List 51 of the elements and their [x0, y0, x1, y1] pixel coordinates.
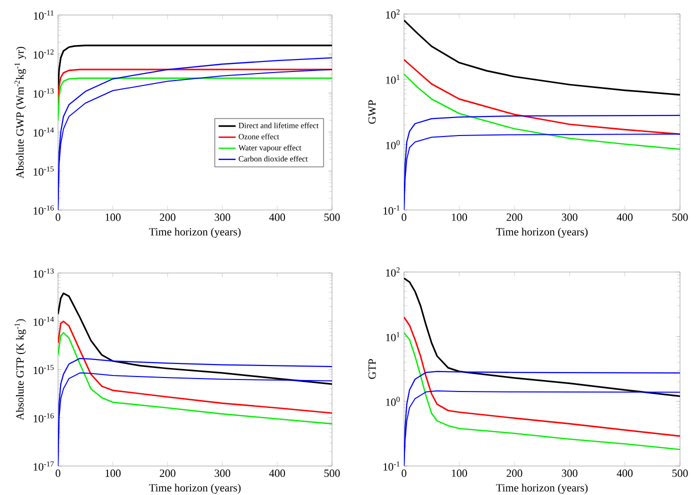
y-tick-label: 10$^{2}$ [386, 9, 400, 19]
x-tick-label: 500 [324, 470, 340, 477]
x-tick-label: 300 [214, 214, 230, 221]
y-tick-label: 10$^{-1}$ [384, 205, 400, 215]
y-axis-title: Absolute GWP (Wm$^{-2}$kg$^{-1}$ yr) [14, 46, 26, 178]
x-axis-title: Time horizon (years) [496, 484, 588, 494]
x-tick-label: 100 [452, 214, 468, 221]
x-tick-label: 500 [672, 214, 688, 221]
y-tick-label: 10$^{2}$ [386, 267, 400, 277]
y-tick-label: 10$^{1}$ [386, 74, 400, 84]
x-tick-label: 200 [160, 470, 176, 477]
y-axis-title: GTP [368, 359, 376, 379]
x-tick-label: 100 [106, 214, 121, 221]
x-tick-label: 0 [56, 470, 60, 477]
x-tick-label: 200 [160, 214, 176, 221]
x-tick-label: 200 [506, 214, 522, 221]
x-tick-label: 300 [214, 470, 230, 477]
x-tick-label: 100 [452, 470, 468, 477]
y-tick-label: 10$^{-12}$ [34, 49, 54, 59]
y-tick-label: 10$^{-16}$ [34, 205, 54, 215]
y-tick-label: 10$^{-17}$ [34, 461, 54, 471]
y-tick-label: 10$^{-1}$ [384, 461, 400, 471]
y-tick-label: 10$^{-14}$ [34, 127, 54, 137]
x-axis-title: Time horizon (years) [149, 484, 241, 494]
y-tick-label: 10$^{-15}$ [34, 364, 54, 374]
x-tick-label: 500 [324, 214, 340, 221]
x-tick-label: 400 [616, 470, 633, 477]
y-axis-title: GWP [368, 100, 376, 124]
x-axis-title: Time horizon (years) [149, 228, 241, 238]
x-tick-label: 400 [269, 470, 286, 477]
x-tick-label: 0 [402, 470, 406, 477]
x-tick-label: 100 [106, 470, 121, 477]
x-axis-title: Time horizon (years) [496, 228, 588, 238]
x-tick-label: 300 [562, 470, 578, 477]
x-tick-label: 300 [562, 214, 578, 221]
y-tick-label: 10$^{1}$ [386, 332, 400, 342]
y-tick-label: 10$^{-13}$ [34, 268, 54, 278]
y-tick-label: 10$^{0}$ [386, 140, 400, 150]
x-tick-label: 200 [506, 470, 522, 477]
x-tick-label: 0 [56, 214, 60, 221]
y-tick-label: 10$^{-11}$ [34, 10, 54, 20]
x-tick-label: 400 [269, 214, 286, 221]
x-tick-label: 0 [402, 214, 406, 221]
x-tick-label: 400 [616, 214, 633, 221]
x-tick-label: 500 [672, 470, 688, 477]
y-tick-label: 10$^{0}$ [386, 396, 400, 406]
y-tick-label: 10$^{-16}$ [34, 413, 54, 422]
y-tick-label: 10$^{-13}$ [34, 88, 54, 98]
y-tick-label: 10$^{-14}$ [34, 316, 54, 326]
y-tick-label: 10$^{-15}$ [34, 166, 54, 176]
y-axis-title: Absolute GTP (K kg$^{-1}$) [14, 319, 26, 420]
